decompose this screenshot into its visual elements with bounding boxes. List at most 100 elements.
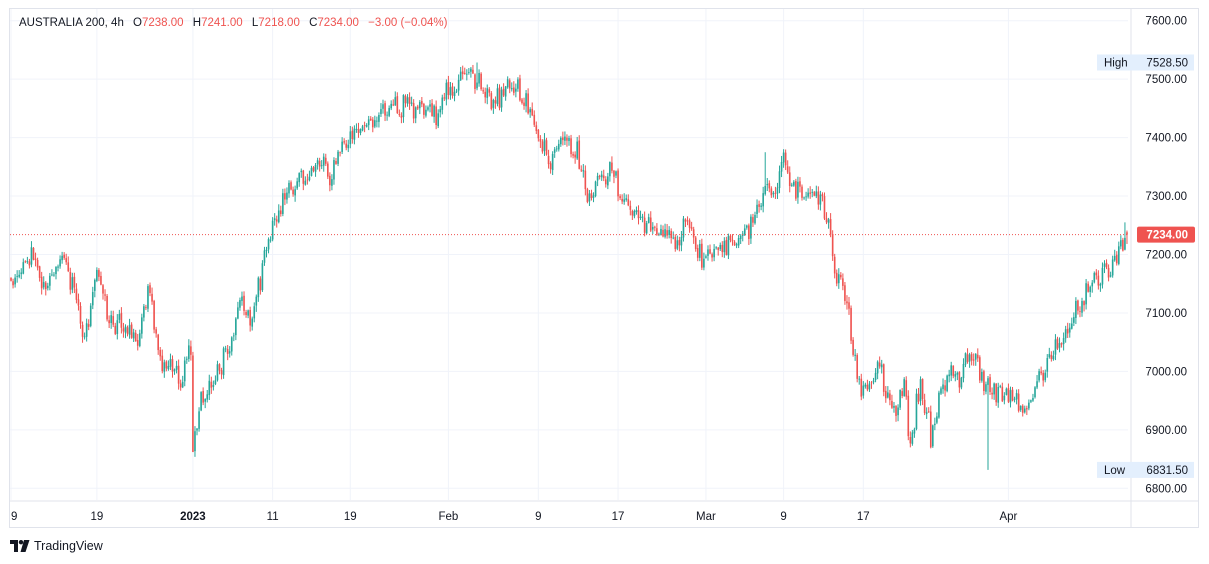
chart-frame[interactable] (9, 8, 1199, 528)
candle-body (327, 163, 329, 177)
candle-body (1107, 267, 1110, 278)
candle-body (731, 239, 734, 242)
candle-body (882, 364, 885, 392)
candle-body (136, 340, 139, 346)
candle-body (206, 394, 209, 400)
candle-body (985, 384, 987, 392)
candle-body (719, 244, 722, 250)
tradingview-branding[interactable]: TradingView (10, 539, 103, 553)
candle-body (18, 274, 21, 277)
candle-body (1060, 343, 1063, 345)
candle-body (549, 163, 552, 170)
candle-body (512, 87, 515, 93)
candle-body (564, 136, 566, 141)
candle-body (390, 103, 393, 109)
candle-body (940, 388, 942, 394)
candle-body (1091, 282, 1094, 287)
candle-body (382, 104, 384, 109)
candle-body (159, 349, 162, 357)
candle-body (316, 160, 319, 165)
candle-body (680, 236, 683, 246)
candle-body (324, 157, 327, 164)
x-tick-label: Feb (438, 511, 458, 523)
candle-body (893, 405, 895, 408)
candle-body (1079, 311, 1081, 312)
candle-body (956, 372, 959, 375)
candle-body (1013, 398, 1016, 400)
tradingview-logo-icon (10, 540, 30, 552)
candle-body (527, 93, 529, 114)
candle-body (551, 153, 554, 171)
candle-body (662, 229, 664, 237)
candle-body (1050, 355, 1053, 360)
candle-body (1089, 286, 1092, 292)
candle-body (997, 386, 1000, 403)
candle-body (582, 170, 585, 172)
candle-body (241, 296, 243, 301)
candle-body (112, 316, 115, 325)
candle-body (329, 175, 331, 186)
candle-body (733, 241, 736, 246)
candle-body (584, 170, 587, 190)
candle-body (629, 205, 632, 210)
candle-body (574, 154, 576, 158)
candle-body (1105, 262, 1108, 268)
candle-body (468, 72, 470, 73)
candle-body (907, 395, 910, 437)
candle-body (539, 138, 542, 142)
candle-body (954, 374, 957, 377)
candle-body (899, 390, 901, 408)
candle-body (876, 361, 879, 374)
candle-body (304, 180, 307, 185)
candle-body (108, 320, 110, 324)
candle-body (717, 247, 720, 250)
candle-body (545, 140, 548, 155)
candle-body (604, 179, 607, 185)
candle-body (314, 165, 317, 172)
candle-body (535, 125, 538, 131)
candle-body (976, 354, 979, 359)
candle-body (651, 226, 654, 230)
candle-body (374, 120, 376, 127)
candle-body (811, 191, 814, 193)
legend-close-value: 7234.00 (317, 17, 359, 29)
candle-body (705, 256, 707, 258)
candle-body (1093, 272, 1096, 283)
candle-body (609, 162, 611, 177)
y-tick-label: 6900.00 (1145, 425, 1187, 437)
candle-body (739, 235, 742, 240)
candle-body (903, 379, 906, 397)
candle-body (463, 72, 466, 74)
candle-body (138, 333, 141, 346)
candle-body (592, 195, 595, 198)
candle-body (966, 354, 969, 363)
candle-body (562, 137, 564, 141)
candle-body (793, 181, 795, 186)
candle-body (856, 355, 859, 379)
candle-body (1034, 387, 1036, 398)
candle-body (576, 141, 578, 159)
candle-body (392, 104, 395, 106)
candle-body (61, 255, 63, 261)
candle-body (968, 354, 971, 362)
candle-body (664, 229, 666, 237)
candle-body (958, 371, 961, 388)
legend-high-value: 7241.00 (201, 17, 243, 29)
candle-body (862, 385, 865, 396)
candle-body (631, 210, 634, 216)
candle-body (981, 371, 983, 381)
candle-body (1077, 300, 1079, 311)
candle-body (474, 74, 476, 89)
candle-body (596, 175, 599, 181)
candle-body (79, 305, 82, 324)
x-tick-label: 19 (90, 511, 103, 523)
candle-body (784, 152, 787, 166)
candle-body (835, 272, 838, 284)
candle-body (588, 193, 591, 202)
candle-body (55, 266, 57, 275)
candle-body (492, 99, 495, 108)
legend-open-label: O (133, 17, 142, 29)
candle-body (96, 269, 98, 281)
candle-body (901, 391, 903, 396)
